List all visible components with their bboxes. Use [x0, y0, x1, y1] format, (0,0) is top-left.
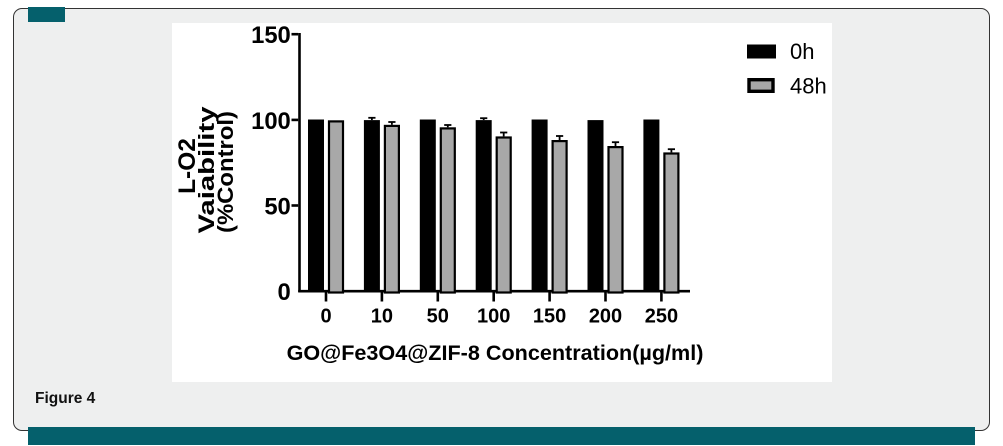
- svg-text:150: 150: [533, 306, 566, 328]
- svg-text:48h: 48h: [790, 74, 827, 99]
- svg-text:(%Control): (%Control): [213, 111, 238, 233]
- svg-text:10: 10: [371, 306, 393, 328]
- svg-text:50: 50: [264, 194, 290, 221]
- svg-text:0: 0: [278, 279, 291, 306]
- svg-text:GO@Fe3O4@ZIF-8 Concentration(µ: GO@Fe3O4@ZIF-8 Concentration(µg/ml): [287, 340, 704, 365]
- svg-text:250: 250: [645, 306, 678, 328]
- svg-text:Figure 4: Figure 4: [35, 390, 96, 407]
- svg-text:100: 100: [477, 306, 510, 328]
- svg-text:200: 200: [589, 306, 622, 328]
- svg-text:0h: 0h: [790, 39, 814, 64]
- svg-text:100: 100: [251, 108, 291, 135]
- svg-text:Vaiability: Vaiability: [194, 106, 219, 234]
- svg-text:L-O2: L-O2: [174, 138, 201, 194]
- svg-text:0: 0: [320, 306, 331, 328]
- svg-text:150: 150: [251, 22, 291, 49]
- svg-text:50: 50: [427, 306, 449, 328]
